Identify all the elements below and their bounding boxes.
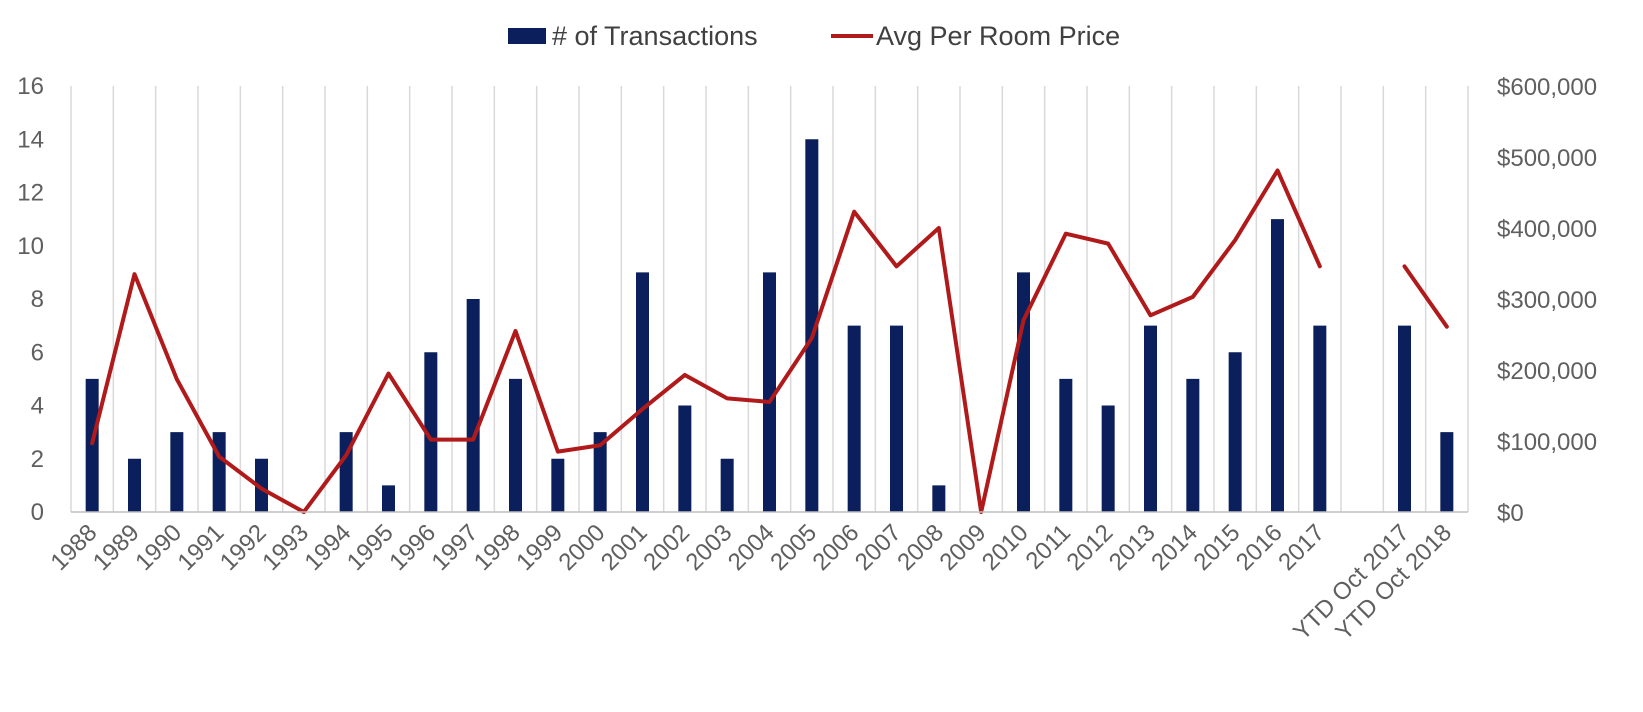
- x-tick-label: 1991: [173, 519, 230, 576]
- bar-transactions-2011: [1059, 378, 1073, 512]
- y-right-tick-label: $600,000: [1497, 74, 1597, 101]
- y-right-tick-label: $300,000: [1497, 287, 1597, 314]
- y-right-tick-label: $100,000: [1497, 429, 1597, 456]
- y-left-tick-label: 4: [31, 393, 44, 420]
- gridlines: [70, 86, 1469, 512]
- y-right-tick-label: $0: [1497, 500, 1524, 527]
- y-left-tick-label: 6: [31, 339, 44, 366]
- bar-transactions-2015: [1228, 352, 1242, 512]
- x-tick-label: 1997: [427, 519, 484, 576]
- x-tick-label: 1995: [342, 519, 399, 576]
- x-tick-label: 1989: [88, 519, 145, 576]
- bar-transactions-2017: [1313, 325, 1327, 512]
- x-tick-label: 2004: [723, 519, 780, 576]
- x-tick-label: 2008: [892, 519, 949, 576]
- x-tick-label: 2011: [1020, 519, 1076, 575]
- x-tick-label: 2010: [977, 519, 1034, 576]
- bar-transactions-2016: [1271, 219, 1284, 512]
- bar-transactions-1997: [466, 299, 480, 512]
- bar-transactions-2007: [890, 325, 903, 512]
- y-left-tick-label: 8: [31, 286, 44, 313]
- x-tick-label: 2001: [596, 519, 653, 576]
- bar-transactions-2005: [805, 139, 819, 512]
- x-tick-label: 2015: [1189, 519, 1246, 576]
- bar-transactions-2001: [636, 272, 649, 512]
- legend-label-transactions: # of Transactions: [552, 21, 758, 51]
- x-tick-label: 2012: [1062, 519, 1119, 576]
- x-tick-label: 1996: [384, 519, 441, 576]
- x-tick-label: 1999: [511, 519, 568, 576]
- x-tick-label: 2005: [765, 519, 822, 576]
- line-avg-per-room-price: [90, 168, 1449, 514]
- bar-transactions-2003: [720, 458, 734, 512]
- bar-transactions-2008: [932, 485, 946, 512]
- y-left-tick-label: 2: [31, 446, 44, 473]
- x-tick-label: 2006: [808, 519, 865, 576]
- x-tick-label: 2002: [638, 519, 695, 576]
- bar-transactions-1992: [255, 458, 268, 512]
- y-right-tick-label: $500,000: [1497, 145, 1597, 172]
- x-tick-label: 1993: [257, 519, 314, 576]
- line-series: [90, 168, 1449, 514]
- bar-transactions-YTD Oct 2018: [1440, 432, 1454, 512]
- x-tick-label: 1994: [300, 519, 357, 576]
- bar-series: [85, 139, 1454, 512]
- y-left-tick-label: 0: [31, 499, 44, 526]
- legend-label-price: Avg Per Room Price: [876, 21, 1120, 51]
- x-tick-label: 2009: [935, 519, 992, 576]
- bar-transactions-YTD Oct 2017: [1398, 325, 1411, 512]
- x-tick-label: 2007: [850, 519, 907, 576]
- y-left-tick-label: 14: [17, 126, 44, 153]
- x-tick-label: 1990: [130, 519, 187, 576]
- x-tick-label: 1998: [469, 519, 526, 576]
- x-tick-label: 2003: [681, 519, 738, 576]
- y-right-tick-label: $400,000: [1497, 216, 1597, 243]
- legend-swatch-transactions: [508, 28, 546, 44]
- x-tick-label: 1988: [46, 519, 103, 576]
- bar-transactions-2012: [1101, 405, 1115, 512]
- y-left-tick-label: 12: [17, 180, 44, 207]
- x-tick-label: 2014: [1146, 519, 1203, 576]
- bar-transactions-1988: [85, 378, 99, 512]
- x-tick-label: 2000: [554, 519, 611, 576]
- bar-transactions-2002: [678, 405, 692, 512]
- y-left-tick-label: 16: [17, 73, 44, 100]
- x-tick-label: 1992: [215, 519, 272, 576]
- bar-transactions-2000: [593, 432, 607, 512]
- bar-transactions-2013: [1144, 325, 1157, 512]
- bar-transactions-1998: [509, 378, 522, 512]
- bar-transactions-1995: [382, 485, 395, 512]
- legend: # of Transactions Avg Per Room Price: [508, 21, 1120, 51]
- bar-transactions-1990: [170, 432, 184, 512]
- x-tick-label: 2017: [1273, 519, 1330, 576]
- bar-transactions-2006: [847, 325, 861, 512]
- bar-transactions-1999: [551, 458, 565, 512]
- y-left-tick-label: 10: [17, 233, 44, 260]
- x-tick-label: 2016: [1231, 519, 1288, 576]
- x-tick-label: 2013: [1104, 519, 1161, 576]
- y-right-tick-label: $200,000: [1497, 358, 1597, 385]
- bar-transactions-1989: [128, 458, 141, 512]
- bar-transactions-2004: [763, 272, 776, 512]
- bar-transactions-2014: [1186, 378, 1200, 512]
- bar-transactions-1996: [424, 352, 438, 512]
- bar-transactions-1991: [212, 432, 226, 512]
